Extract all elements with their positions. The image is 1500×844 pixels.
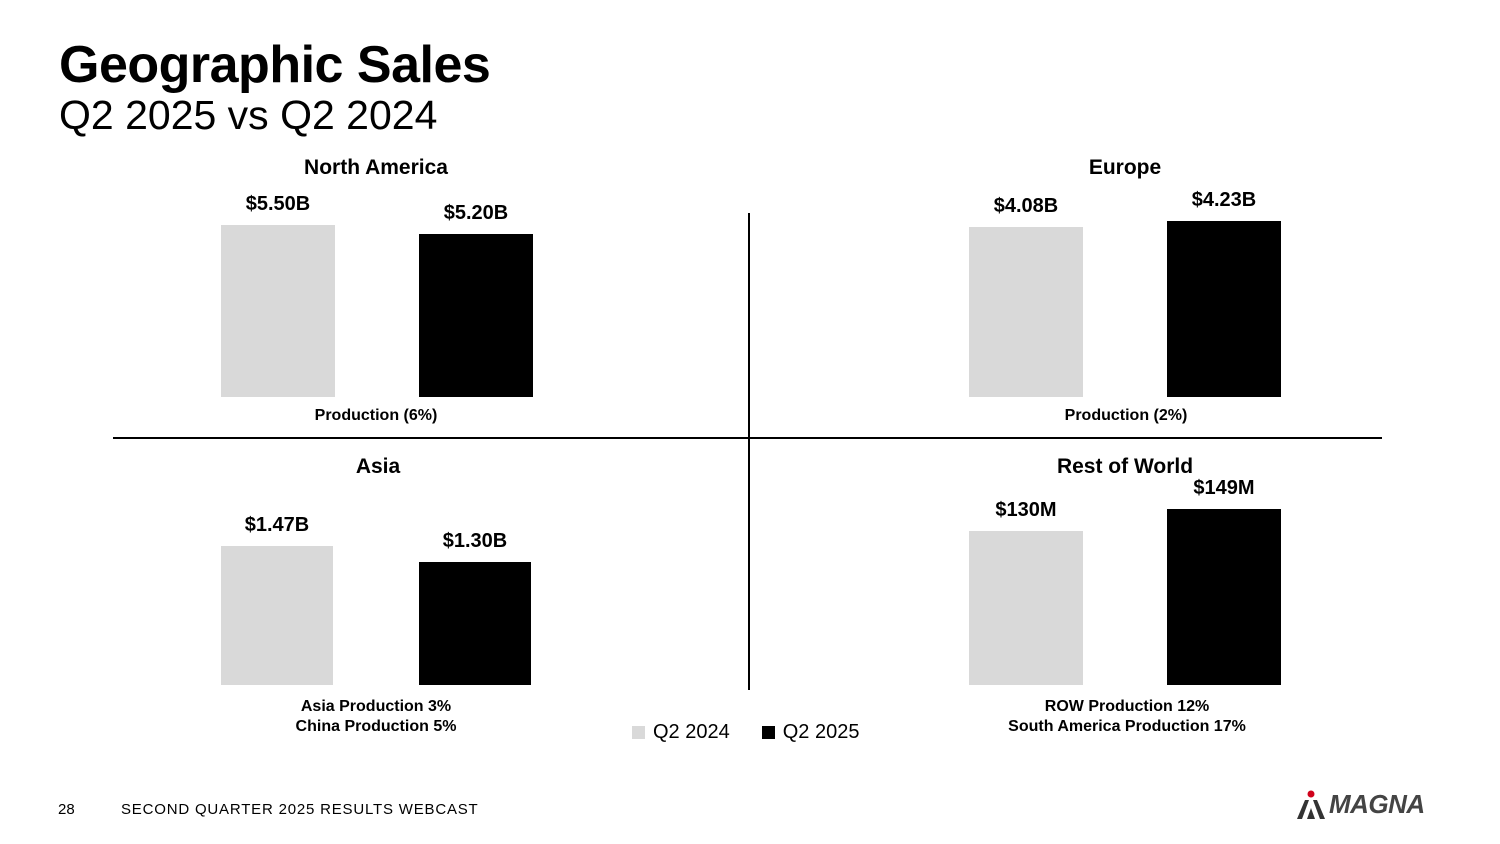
bar-asia-q2-2024 [221,546,333,685]
magna-logo: MAGNA [1297,789,1425,820]
data-label-europe-q2-2024: $4.08B [993,195,1059,217]
legend-item-q2-2024: Q2 2024 [632,721,730,744]
note-north-america: Production (6%) [126,406,626,426]
note-line: South America Production 17% [1008,718,1246,735]
note-rest-of-world: ROW Production 12% South America Product… [877,697,1377,737]
legend-label: Q2 2024 [653,721,730,743]
note-asia: Asia Production 3% China Production 5% [126,697,626,737]
data-label-north-america-q2-2025: $5.20B [443,202,509,224]
data-label-asia-q2-2025: $1.30B [442,530,508,552]
bar-europe-q2-2024 [969,227,1083,397]
bar-rest-of-world-q2-2024 [969,531,1083,685]
legend-item-q2-2025: Q2 2025 [761,721,860,744]
magna-logo-icon [1297,790,1325,819]
legend-swatch-q2-2025 [761,726,775,739]
data-label-asia-q2-2024: $1.47B [244,514,310,536]
bar-rest-of-world-q2-2025 [1167,509,1281,685]
logo-wordmark: MAGNA [1329,789,1425,819]
note-line: Asia Production 3% [300,698,452,715]
horizontal-divider [113,437,1382,439]
legend-swatch-q2-2024 [632,726,645,739]
page-number: 28 [58,801,75,818]
vertical-divider [748,213,750,690]
panel-title-asia: Asia [355,455,401,478]
panel-title-north-america: North America [304,156,448,179]
note-line: Production (2%) [1064,407,1188,424]
panel-title-europe: Europe [1088,156,1162,179]
bar-north-america-q2-2024 [221,225,335,397]
page-subtitle: Q2 2025 vs Q2 2024 [59,92,438,138]
data-label-rest-of-world-q2-2024: $130M [995,499,1057,521]
legend: Q2 2024 Q2 2025 [632,721,891,744]
bar-north-america-q2-2025 [419,234,533,397]
legend-label: Q2 2025 [782,721,860,743]
data-label-europe-q2-2025: $4.23B [1191,189,1257,211]
note-line: ROW Production 12% [1044,698,1210,715]
bar-asia-q2-2025 [419,562,531,685]
bar-europe-q2-2025 [1167,221,1281,397]
data-label-north-america-q2-2024: $5.50B [245,193,311,215]
note-line: Production (6%) [314,407,438,424]
data-label-rest-of-world-q2-2025: $149M [1193,477,1255,499]
note-line: China Production 5% [295,718,457,735]
footer-text: SECOND QUARTER 2025 RESULTS WEBCAST [121,801,479,818]
page-title: Geographic Sales [59,36,491,94]
note-europe: Production (2%) [876,406,1376,426]
panel-title-rest-of-world: Rest of World [1056,455,1194,478]
